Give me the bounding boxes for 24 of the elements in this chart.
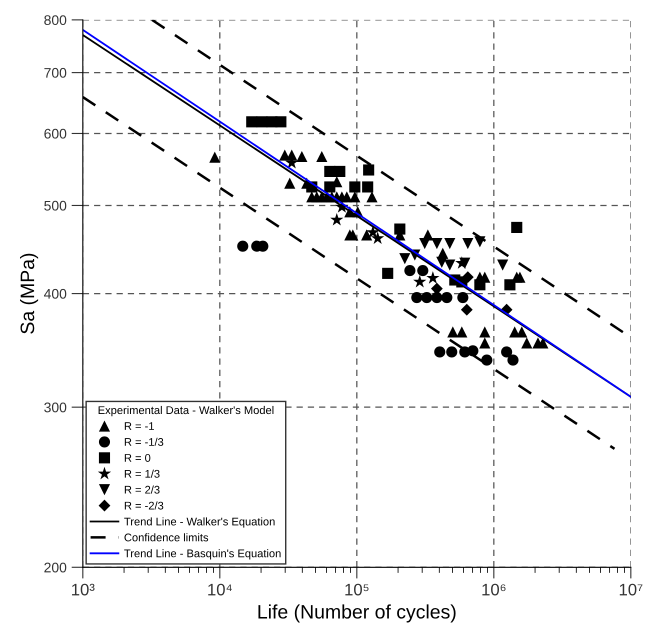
y-tick-label: 800 [44,15,66,26]
x-tick-label: 10³ [72,584,95,596]
legend-label: Confidence limits [124,533,208,542]
x-tick-label: 10⁶ [482,584,506,596]
legend-title: Experimental Data - Walker's Model [98,406,274,416]
y-tick-label: 400 [44,288,66,299]
y-axis-title: Sa (MPa) [20,254,38,334]
y-tick-label: 500 [44,200,66,211]
legend-label: R = -1/3 [124,438,164,446]
legend-label: Trend Line - Basquin's Equation [124,549,281,560]
legend-label: R = 2/3 [124,485,160,494]
y-tick-label: 700 [44,68,66,78]
legend-label: Trend Line - Walker's Equation [124,517,275,528]
x-tick-label: 10⁴ [208,584,232,596]
legend-label: R = 1/3 [124,470,160,478]
y-tick-label: 200 [44,562,66,572]
x-tick-label: 10⁵ [345,584,369,596]
legend-label: R = 0 [124,454,150,462]
x-axis-title: Life (Number of cycles) [258,604,456,622]
x-tick-label: 10⁷ [620,584,642,596]
y-tick-label: 600 [44,128,66,139]
legend-label: R = -1 [124,422,154,430]
y-tick-label: 300 [44,402,66,412]
legend-label: R = -2/3 [124,501,164,510]
